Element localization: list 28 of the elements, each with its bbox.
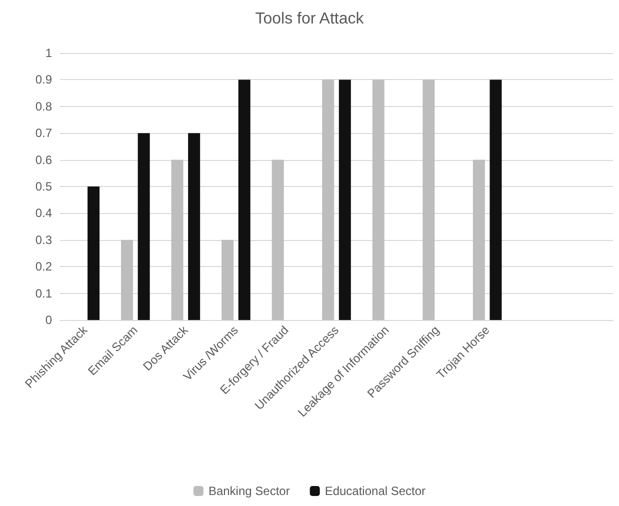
bar (372, 80, 384, 320)
bar (188, 133, 200, 320)
bar (238, 80, 250, 320)
y-tick-label: 0.3 (35, 232, 52, 247)
bar (171, 160, 184, 320)
bar (272, 160, 284, 320)
bar (121, 240, 134, 320)
legend-label: Educational Sector (324, 484, 426, 498)
chart-title: Tools for Attack (255, 10, 365, 28)
y-tick-label: 0.6 (35, 152, 52, 167)
bar (422, 80, 435, 320)
y-tick-label: 0 (45, 313, 52, 327)
y-tick-label: 0.2 (35, 260, 52, 274)
bar (88, 186, 100, 320)
y-tick-label: 0.7 (35, 126, 52, 140)
y-tick-label: 0.5 (35, 180, 52, 194)
bar (490, 80, 502, 320)
bar (338, 80, 351, 320)
y-tick-label: 1 (45, 46, 52, 60)
bar (472, 160, 485, 320)
bar (222, 240, 234, 320)
y-tick-label: 0.1 (35, 286, 52, 300)
legend-label: Banking Sector (208, 484, 290, 498)
y-tick-label: 0.9 (35, 72, 52, 87)
bar (138, 133, 150, 320)
y-tick-label: 0.8 (35, 99, 52, 114)
y-tick-label: 0.4 (35, 206, 52, 220)
bar (322, 80, 334, 320)
